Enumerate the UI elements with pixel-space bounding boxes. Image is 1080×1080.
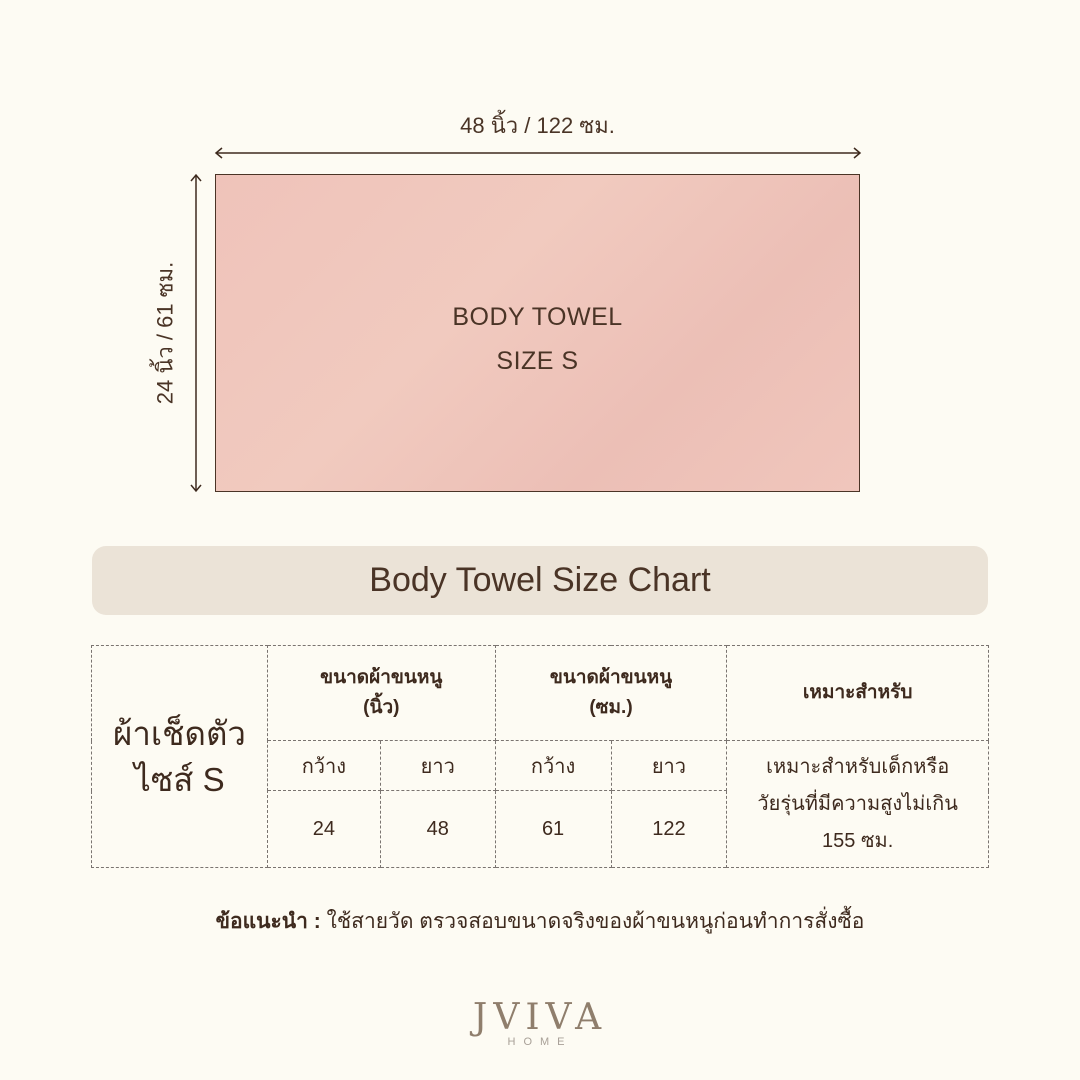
advice-note: ข้อแนะนำ : ใช้สายวัด ตรวจสอบขนาดจริงของผ… xyxy=(215,910,865,933)
brand-logo: JVIVA HOME xyxy=(472,997,608,1049)
header-inch: ขนาดผ้าขนหนู (นิ้ว) xyxy=(266,645,496,741)
cm-length-value: 122 xyxy=(610,790,728,868)
chart-title: Body Towel Size Chart xyxy=(92,546,988,615)
towel-illustration: BODY TOWEL SIZE S xyxy=(215,174,860,492)
sub-cm-width: กว้าง xyxy=(494,740,612,791)
row-label: ผ้าเช็ดตัว ไซส์ S xyxy=(91,645,268,868)
inch-length-value: 48 xyxy=(379,790,496,868)
suitable-cell: เหมาะสำหรับเด็กหรือ วัยรุ่นที่มีความสูงไม… xyxy=(726,740,989,868)
towel-name: BODY TOWEL xyxy=(452,303,623,331)
inch-width-value: 24 xyxy=(266,790,381,868)
cm-width-value: 61 xyxy=(494,790,612,868)
height-arrow-icon xyxy=(190,173,202,493)
header-cm: ขนาดผ้าขนหนู (ซม.) xyxy=(494,645,728,741)
size-table: ผ้าเช็ดตัว ไซส์ S ขนาดผ้าขนหนู (นิ้ว) ขนาด… xyxy=(91,645,989,868)
towel-size: SIZE S xyxy=(496,347,579,375)
header-suitable: เหมาะสำหรับ xyxy=(726,645,989,741)
width-dimension-label: 48 นิ้ว / 122 ซม. xyxy=(460,113,615,138)
height-dimension-label: 24 นิ้ว / 61 ซม. xyxy=(152,261,178,405)
sub-cm-length: ยาว xyxy=(610,740,728,791)
sub-inch-width: กว้าง xyxy=(266,740,381,791)
sub-inch-length: ยาว xyxy=(379,740,496,791)
width-arrow-icon xyxy=(214,147,862,159)
